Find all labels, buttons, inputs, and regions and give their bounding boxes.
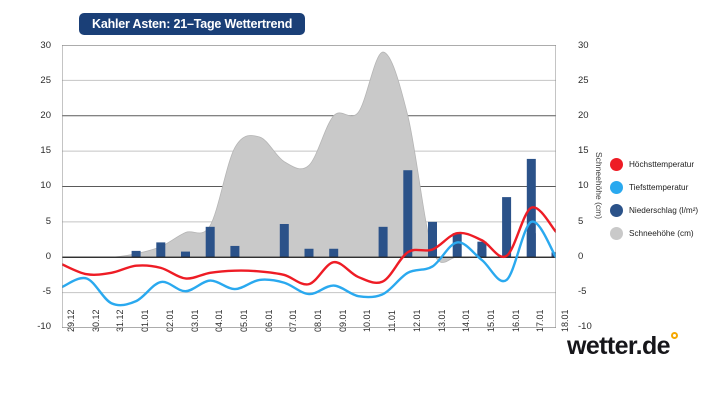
- y-axis-right-title: Schneehöhe (cm): [594, 152, 604, 220]
- y-tick-left-25: 25: [40, 75, 51, 86]
- legend-color-dot-icon: [610, 158, 623, 171]
- y-tick-right-m5: -5: [578, 286, 587, 297]
- chart-title-badge: Kahler Asten: 21–Tage Wettertrend: [79, 13, 306, 35]
- logo-text: wetter.de: [567, 332, 671, 360]
- chart-canvas: [62, 45, 556, 328]
- legend-label: Schneehöhe (cm): [629, 229, 694, 238]
- y-tick-right-m10: -10: [578, 321, 592, 332]
- y-tick-right-5: 5: [578, 216, 584, 227]
- y-tick-right-20: 20: [578, 110, 589, 121]
- y-tick-left-30: 30: [40, 40, 51, 51]
- legend-item-niederschlag[interactable]: Niederschlag (l/m²): [610, 199, 717, 222]
- chart-legend: Höchsttemperatur Tiefsttemperatur Nieder…: [610, 153, 717, 245]
- y-tick-right-0: 0: [578, 251, 584, 262]
- legend-label: Höchsttemperatur: [629, 160, 695, 169]
- y-tick-left-10: 10: [40, 180, 51, 191]
- x-tick-label: 18.01: [560, 309, 570, 332]
- legend-item-tiefsttemperatur[interactable]: Tiefsttemperatur: [610, 176, 717, 199]
- y-tick-left-m5: -5: [42, 286, 51, 297]
- legend-color-dot-icon: [610, 204, 623, 217]
- legend-item-schneehoehe[interactable]: Schneehöhe (cm): [610, 222, 717, 245]
- chart-plot-area: [62, 45, 556, 328]
- y-tick-left-0: 0: [45, 251, 51, 262]
- y-tick-right-30: 30: [578, 40, 589, 51]
- page-title: Kahler Asten: 21–Tage Wettertrend: [92, 17, 293, 31]
- y-tick-left-20: 20: [40, 110, 51, 121]
- legend-label: Tiefsttemperatur: [629, 183, 689, 192]
- y-tick-right-15: 15: [578, 145, 589, 156]
- snow-depth-area: [62, 51, 556, 263]
- legend-item-hoechsttemperatur[interactable]: Höchsttemperatur: [610, 153, 717, 176]
- min-temp-line: [62, 220, 556, 307]
- y-tick-right-25: 25: [578, 75, 589, 86]
- max-temp-line: [62, 206, 556, 286]
- legend-color-dot-icon: [610, 227, 623, 240]
- y-tick-left-m10: -10: [37, 321, 51, 332]
- y-tick-left-15: 15: [40, 145, 51, 156]
- y-tick-left-5: 5: [45, 216, 51, 227]
- y-tick-right-10: 10: [578, 180, 589, 191]
- logo-dot-icon: [670, 332, 678, 339]
- wetter-de-logo: wetter.de: [567, 332, 678, 360]
- legend-color-dot-icon: [610, 181, 623, 194]
- legend-label: Niederschlag (l/m²): [629, 206, 699, 215]
